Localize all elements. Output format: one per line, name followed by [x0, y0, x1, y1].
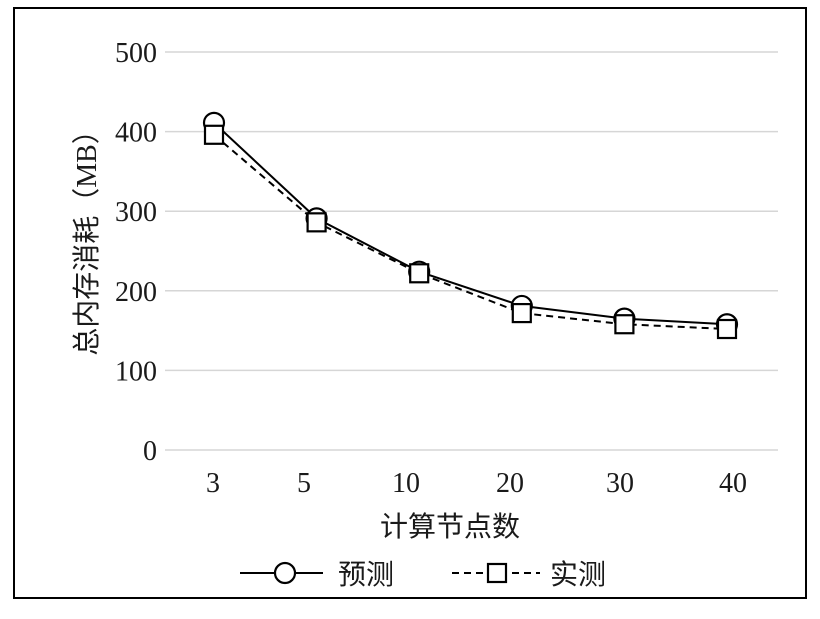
y-tick-label: 300 — [115, 197, 157, 228]
legend-item-1: 实测 — [452, 559, 606, 591]
y-axis-label: 总内存消耗（MB） — [71, 116, 103, 356]
legend: 预测 实测 — [240, 559, 606, 591]
legend-label: 预测 — [338, 560, 394, 591]
chart-border — [13, 7, 807, 599]
legend-marker-circle — [273, 561, 297, 585]
series-line-0 — [213, 122, 728, 326]
y-tick-labels: 0 100 200 300 400 500 — [115, 38, 157, 467]
gridlines — [165, 51, 778, 451]
x-tick-label: 40 — [719, 468, 747, 499]
x-tick-label: 30 — [606, 468, 634, 499]
x-tick-labels: 3 5 10 20 30 40 — [206, 468, 747, 499]
x-axis-label: 计算节点数 — [380, 511, 520, 543]
x-tick-label: 5 — [297, 468, 311, 499]
series-1-point — [203, 124, 225, 145]
x-tick-label: 3 — [206, 468, 220, 499]
y-tick-label: 500 — [115, 38, 157, 69]
y-tick-label: 400 — [115, 118, 157, 149]
y-tick-label: 200 — [115, 277, 157, 308]
legend-marker-square — [486, 562, 508, 584]
series-line-1 — [213, 134, 728, 331]
series-1-point — [511, 302, 532, 324]
x-tick-label: 20 — [496, 468, 524, 499]
y-tick-label: 0 — [143, 436, 157, 467]
series-layer — [202, 111, 739, 340]
x-tick-label: 10 — [392, 468, 420, 499]
legend-item-0: 预测 — [240, 560, 394, 591]
legend-label: 实测 — [550, 559, 606, 591]
y-tick-label: 100 — [115, 356, 157, 387]
series-1-point — [716, 318, 738, 340]
series-1-point — [409, 263, 430, 284]
series-1-point — [306, 212, 327, 233]
series-1-point — [614, 314, 635, 335]
